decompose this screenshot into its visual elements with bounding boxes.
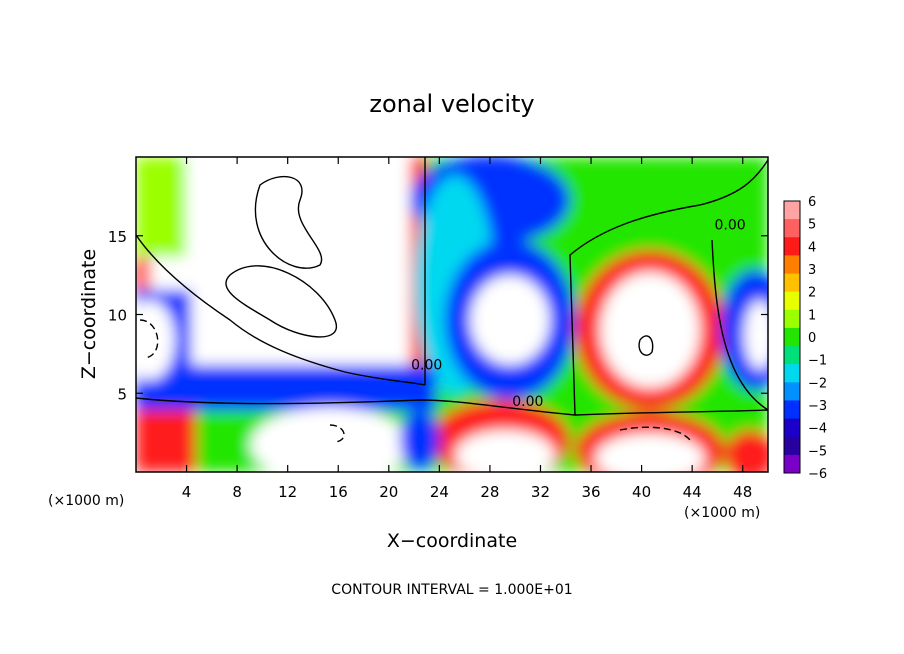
x-tick-label-44: 44: [683, 483, 702, 501]
x-tick-label-48: 48: [733, 483, 752, 501]
x-unit-left: (×1000 m): [48, 493, 124, 509]
velocity-field: [136, 157, 768, 472]
contour-line-3: [136, 397, 768, 416]
colorbar-swatch-11: [784, 382, 800, 401]
colorbar-label-8: −1: [808, 354, 827, 369]
y-tick-label-5: 5: [117, 385, 127, 403]
colorbar-swatch-2: [784, 219, 800, 238]
colorbar-label-13: −6: [808, 467, 827, 482]
x-tick-label-8: 8: [232, 483, 242, 501]
x-tick-label-20: 20: [379, 483, 398, 501]
colorbar-swatch-7: [784, 309, 800, 329]
colorbar-swatch-10: [784, 364, 800, 383]
contour-line-1: [136, 234, 426, 386]
contour-line-4: [569, 159, 768, 416]
x-tick-label-28: 28: [480, 483, 499, 501]
contour-line-5: [711, 239, 768, 411]
contour-label-2: 0.00: [512, 394, 543, 410]
x-tick-label-4: 4: [182, 483, 192, 501]
x-tick-label-32: 32: [531, 483, 550, 501]
contour-interval-note: CONTOUR INTERVAL = 1.000E+01: [331, 582, 572, 598]
contour-labels: 0.00 0.00 0.00: [411, 217, 746, 409]
colorbar-label-5: 2: [808, 286, 816, 301]
negative-contour-3: [329, 424, 345, 443]
colorbar-swatch-15: [784, 454, 800, 474]
x-tick-label-16: 16: [329, 483, 348, 501]
colorbar-swatch-4: [784, 255, 800, 275]
colorbar-label-6: 1: [808, 308, 816, 323]
x-unit-right: (×1000 m): [684, 505, 760, 521]
colorbar-swatch-12: [784, 400, 800, 420]
contour-label-3: 0.00: [714, 217, 745, 233]
colorbar-label-7: 0: [808, 331, 816, 346]
colorbar-label-12: −5: [808, 444, 827, 459]
colorbar-swatch-14: [784, 436, 800, 456]
colorbar-swatch-3: [784, 237, 800, 256]
contour-line-7: [225, 265, 338, 338]
colorbar-label-9: −2: [808, 376, 827, 391]
colorbar-label-10: −3: [808, 399, 827, 414]
x-tick-label-12: 12: [278, 483, 297, 501]
negative-contour-2: [619, 426, 691, 441]
x-tick-label-36: 36: [581, 483, 600, 501]
x-tick-label-24: 24: [430, 483, 449, 501]
colorbar-swatch-8: [784, 327, 800, 347]
colorbar-label-3: 4: [808, 240, 816, 255]
colorbar-swatch-1: [784, 201, 800, 220]
y-tick-label-15: 15: [108, 228, 127, 246]
y-axis-label: Z−coordinate: [78, 249, 100, 379]
colorbar-frame: [783, 200, 801, 474]
contour-line-6: [254, 175, 323, 269]
contour-line-8: [638, 335, 654, 356]
colorbar-swatch-13: [784, 418, 800, 438]
colorbar-label-4: 3: [808, 263, 816, 278]
negative-contour-1: [139, 319, 159, 359]
chart-title: zonal velocity: [369, 90, 534, 118]
x-tick-label-40: 40: [632, 483, 651, 501]
contour-label-1: 0.00: [411, 358, 442, 374]
colorbar: 6 5 4 3 2 1 0 −1 −2 −3 −4 −5 −6: [783, 195, 827, 482]
x-axis-label: X−coordinate: [387, 530, 517, 552]
colorbar-swatch-9: [784, 346, 800, 365]
colorbar-label-2: 5: [808, 218, 816, 233]
y-tick-label-10: 10: [108, 307, 127, 325]
colorbar-swatch-5: [784, 273, 800, 293]
colorbar-swatch-6: [784, 291, 800, 311]
colorbar-label-1: 6: [808, 195, 816, 210]
colorbar-label-11: −4: [808, 422, 827, 437]
